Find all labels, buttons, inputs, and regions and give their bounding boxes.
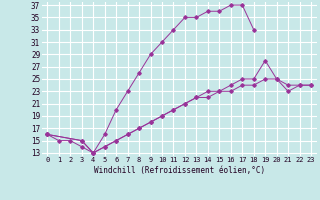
X-axis label: Windchill (Refroidissement éolien,°C): Windchill (Refroidissement éolien,°C) bbox=[94, 166, 265, 175]
